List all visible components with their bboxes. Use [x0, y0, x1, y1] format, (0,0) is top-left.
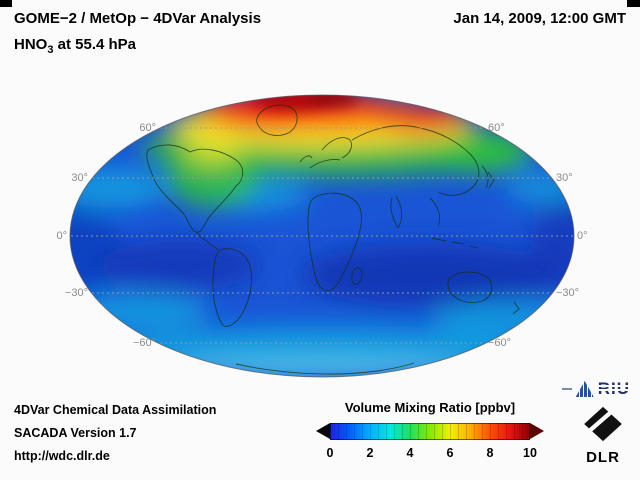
page-title: GOME−2 / MetOp − 4DVar Analysis	[14, 10, 262, 27]
page-subtitle: HNO3 at 55.4 hPa	[14, 36, 137, 56]
riu-logo-text: RIU	[597, 379, 631, 398]
dlr-logo-mark	[584, 406, 622, 442]
corner-bar-left	[0, 0, 12, 7]
lat-label-right-0: 0°	[577, 230, 588, 242]
riu-logo-dash	[561, 388, 572, 390]
colorbar-title: Volume Mixing Ratio [ppbv]	[344, 400, 516, 415]
colorbar-tick: 10	[523, 446, 537, 460]
lat-label-right-m60: −60°	[488, 337, 512, 349]
colorbar-tick: 4	[406, 446, 414, 460]
colorbar-tick: 2	[366, 446, 374, 460]
lat-label-right-30: 30°	[556, 172, 573, 184]
footer-assimilation-label: 4DVar Chemical Data Assimilation	[14, 403, 217, 417]
dlr-logo-text: DLR	[586, 449, 620, 466]
corner-bar-right	[627, 0, 640, 7]
colorbar-tick: 8	[486, 446, 494, 460]
dlr-logo: DLR	[578, 406, 628, 466]
lat-label-left-30: 30°	[71, 172, 88, 184]
lat-label-left-m30: −30°	[64, 287, 88, 299]
colorbar-tick-labels: 0 2 4 6 8 10	[326, 446, 537, 462]
colorbar-gradient	[330, 423, 530, 440]
datetime-label: Jan 14, 2009, 12:00 GMT	[453, 10, 626, 27]
colorbar-overflow-arrow	[530, 423, 544, 439]
lat-label-right-60: 60°	[488, 122, 505, 134]
lat-label-right-m30: −30°	[556, 287, 580, 299]
riu-mountain-icon	[575, 381, 594, 397]
colorbar	[316, 423, 544, 440]
riu-logo: RIU	[561, 379, 631, 399]
lat-label-left-0: 0°	[56, 230, 67, 242]
colorbar-tick: 6	[446, 446, 454, 460]
lat-label-left-m60: −60°	[132, 337, 156, 349]
lat-label-left-60: 60°	[139, 122, 156, 134]
footer-version-label: SACADA Version 1.7	[14, 426, 137, 440]
map-outline	[69, 94, 575, 378]
footer-url-label: http://wdc.dlr.de	[14, 449, 110, 463]
coastlines	[146, 104, 520, 375]
colorbar-underflow-arrow	[316, 423, 330, 439]
latitude-gridlines	[71, 127, 573, 344]
colorbar-tick: 0	[326, 446, 334, 460]
